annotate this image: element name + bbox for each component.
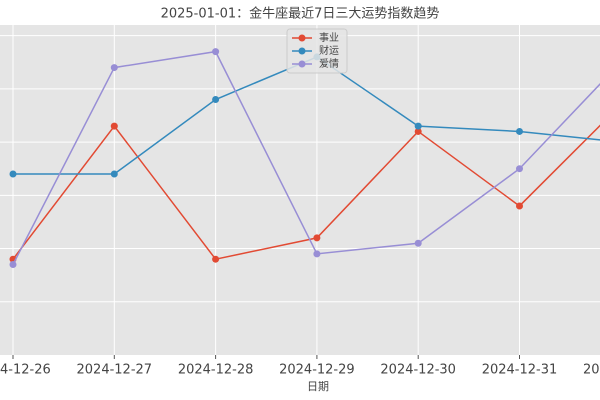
x-tick-label: 2024-12-27 — [77, 363, 153, 378]
data-point — [110, 170, 118, 178]
data-point — [9, 170, 17, 178]
data-point — [516, 165, 523, 173]
data-point — [516, 202, 523, 210]
x-tick-label: 2024-12-31 — [482, 363, 558, 378]
legend-label: 爱情 — [319, 57, 339, 70]
data-point — [516, 127, 523, 135]
data-point — [212, 255, 220, 263]
x-tick-label: 2024-12-30 — [380, 363, 456, 378]
data-point — [313, 250, 321, 258]
x-tick-label: 2024-12-26 — [0, 363, 51, 378]
data-point — [110, 122, 118, 130]
x-axis-label: 日期 — [307, 380, 329, 393]
legend-marker — [298, 47, 306, 55]
data-point — [212, 48, 220, 56]
x-tick-label: 2024-12-29 — [279, 363, 355, 378]
legend-label: 财运 — [319, 44, 339, 57]
data-point — [414, 122, 422, 130]
data-point — [9, 261, 17, 269]
data-point — [212, 96, 220, 104]
data-point — [110, 64, 118, 72]
x-tick-label: 2024-12-28 — [178, 363, 254, 378]
data-point — [414, 239, 422, 247]
plot-background — [0, 25, 600, 355]
x-tick-label: 2025-01-01 — [583, 363, 600, 378]
data-point — [414, 127, 422, 135]
legend-label: 事业 — [319, 31, 339, 44]
legend-marker — [298, 34, 306, 42]
chart-title: 2025-01-01：金牛座最近7日三大运势指数趋势 — [161, 6, 440, 22]
data-point — [313, 234, 321, 242]
legend-marker — [298, 60, 306, 68]
